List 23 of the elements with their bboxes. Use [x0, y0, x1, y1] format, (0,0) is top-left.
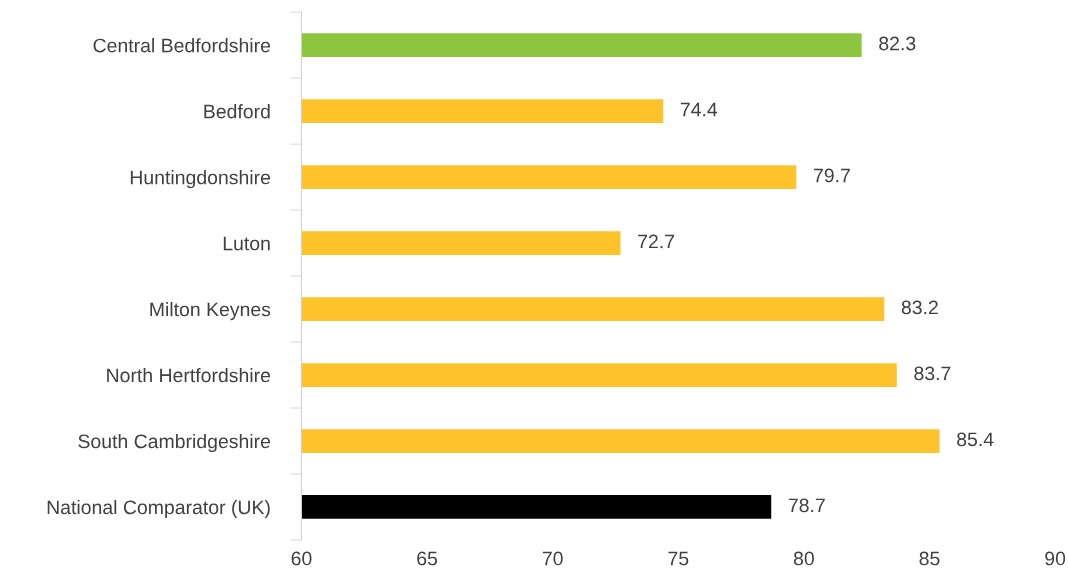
data-label: 72.7 [638, 234, 675, 249]
y-tick-label: National Comparator (UK) [47, 499, 270, 519]
data-label: 78.7 [788, 498, 825, 513]
x-tick-label: 65 [417, 551, 438, 566]
x-tick-label: 90 [1045, 551, 1066, 566]
x-tick-label: 75 [668, 551, 689, 566]
data-label: 82.3 [879, 36, 916, 51]
y-tick-label: Bedford [204, 104, 270, 119]
data-label: 85.4 [957, 432, 994, 447]
data-label: 83.7 [914, 366, 951, 381]
y-tick-label: Milton Keynes [150, 302, 271, 321]
y-tick-label: Central Bedfordshire [93, 38, 271, 53]
x-tick-label: 60 [291, 551, 312, 566]
y-tick-label: South Cambridgeshire [78, 433, 271, 453]
data-label: 83.2 [901, 300, 938, 315]
y-tick-label: Luton [223, 236, 270, 251]
x-tick-label: 80 [793, 551, 814, 566]
data-label: 79.7 [814, 168, 850, 183]
data-label: 74.4 [680, 102, 718, 117]
y-tick-label: North Hertfordshire [107, 368, 271, 383]
y-tick-label: Huntingdonshire [130, 170, 271, 189]
x-tick-label: 70 [542, 551, 563, 566]
x-tick-label: 85 [919, 551, 940, 566]
